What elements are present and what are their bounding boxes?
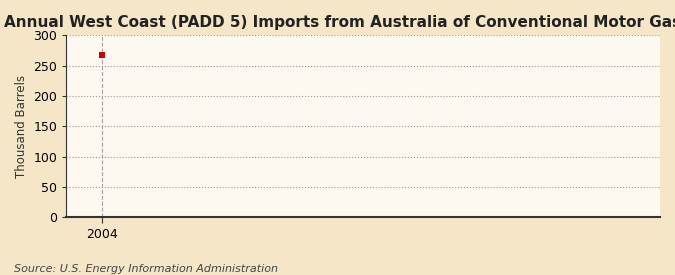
- Text: Source: U.S. Energy Information Administration: Source: U.S. Energy Information Administ…: [14, 264, 277, 274]
- Title: Annual West Coast (PADD 5) Imports from Australia of Conventional Motor Gasoline: Annual West Coast (PADD 5) Imports from …: [4, 15, 675, 30]
- Y-axis label: Thousand Barrels: Thousand Barrels: [15, 75, 28, 178]
